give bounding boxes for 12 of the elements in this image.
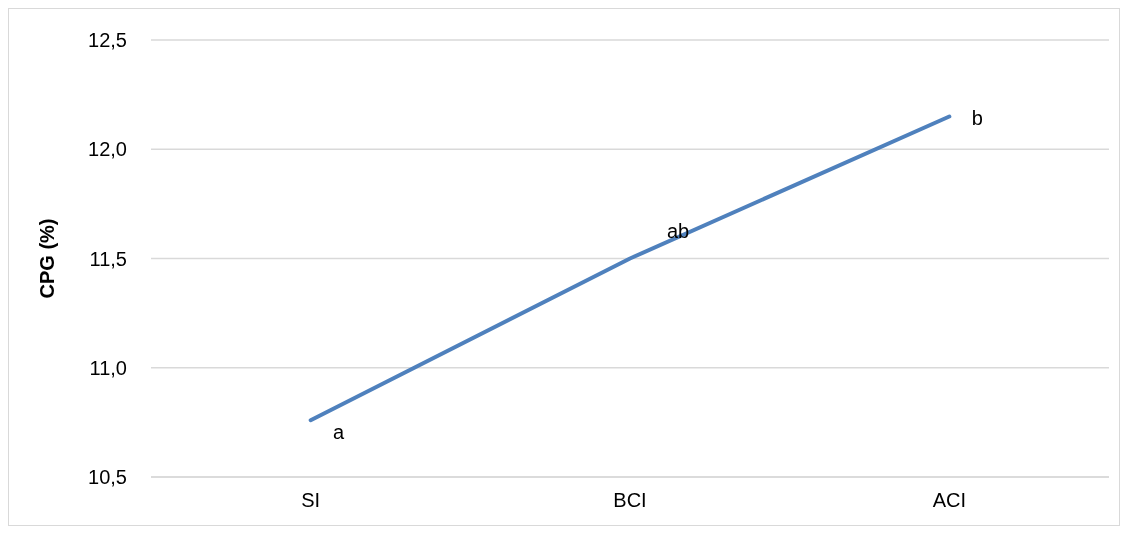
annotation: ab (666, 219, 690, 242)
y-tick-label: 11,0 (89, 356, 127, 379)
x-tick-label: BCI (613, 489, 647, 512)
x-tick-label: ACI (932, 489, 967, 512)
y-axis-title: CPG (%) (36, 218, 59, 299)
y-tick-label: 11,5 (89, 247, 127, 270)
y-tick-label: 12,0 (88, 138, 127, 161)
y-tick-label: 10,5 (88, 466, 127, 489)
annotation: a (333, 421, 346, 444)
x-tick-label: SI (301, 489, 321, 512)
annotation: b (971, 107, 983, 130)
y-tick-label: 12,5 (88, 29, 127, 52)
